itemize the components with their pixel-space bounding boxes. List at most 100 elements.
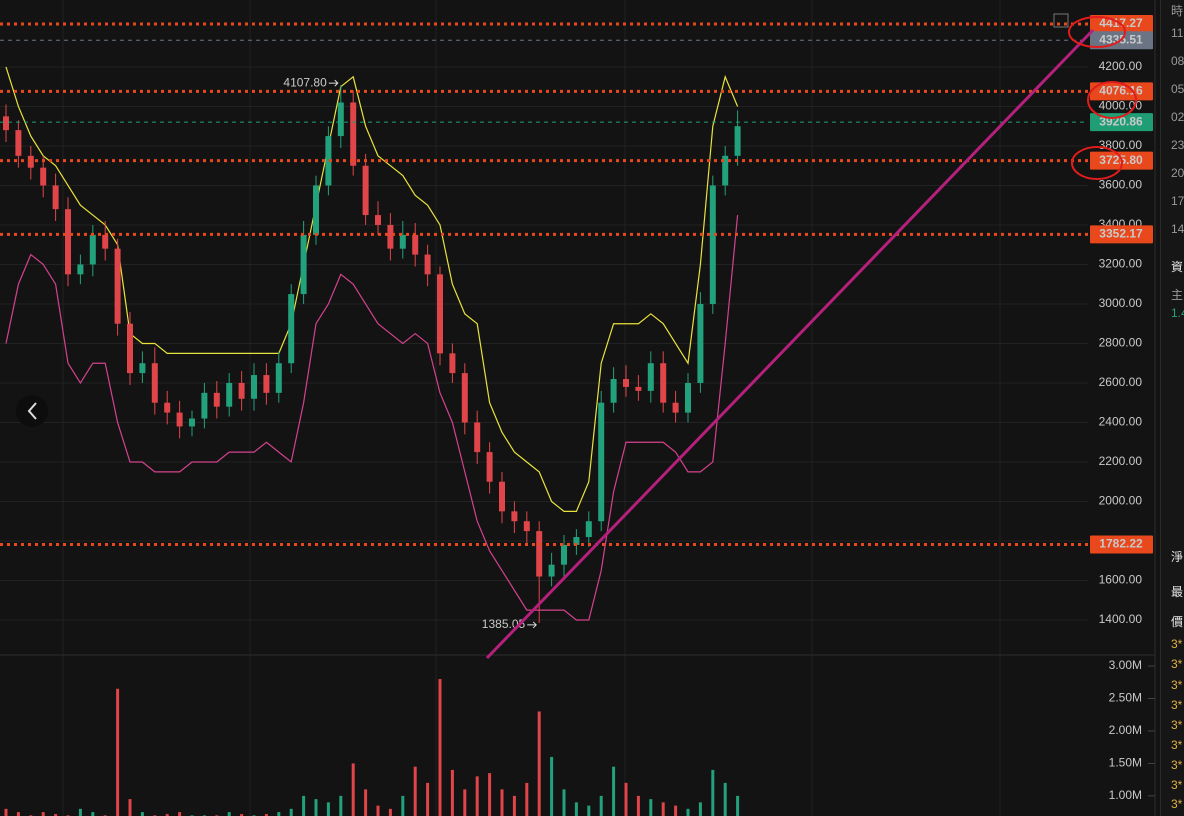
candle-body [201,392,208,419]
candle-body [77,264,84,275]
tool-icon[interactable] [1053,13,1069,28]
sidebar-text: 資 [1171,260,1184,274]
candle-body [263,375,270,393]
volume-bar [661,802,665,816]
volume-bar [314,799,318,816]
candle-body [412,234,419,255]
volume-bar [649,799,653,816]
candle-body [350,102,357,166]
candle-body [573,537,580,545]
candle-body [139,363,146,374]
volume-bar [686,808,690,816]
background [0,0,1160,816]
lower-band [5,215,739,621]
y-tick-label: 2400.00 [1099,415,1143,429]
highlight-ellipse [1071,146,1123,180]
vertical-grid [62,0,1001,816]
volume-bar [550,756,554,816]
volume-bar [500,789,504,816]
volume-bar [525,782,529,816]
volume-bar [54,814,58,816]
volume-bar [227,812,231,816]
candle-body [226,382,233,407]
sidebar-text: 05 [1171,82,1184,96]
volume-bar [16,812,20,816]
candle-body [722,155,729,186]
sidebar-text: 時 [1171,4,1184,18]
candle-body [685,382,691,413]
volume-bar [674,805,678,816]
sidebar-text: 3* [1171,738,1183,752]
volume-bar [426,782,430,816]
volume-bar [463,789,467,816]
volume-bar [512,795,516,816]
volume-bar [711,769,715,816]
sidebar-text: 3* [1171,797,1183,811]
volume-bar [4,808,8,816]
highlight-ellipse [1087,81,1137,119]
candle-body [52,185,59,210]
y-tick-label: 2000.00 [1099,494,1143,508]
volume-bar [264,814,268,816]
sidebar-text: 08 [1171,54,1184,68]
sidebar-text: 淨 [1171,550,1184,564]
candle-body [511,511,518,522]
sidebar-text: 3* [1171,758,1183,772]
candle-body [325,136,332,186]
highlight-ellipse [1068,16,1126,48]
candle-body [424,254,431,275]
volume-bar [450,769,454,816]
candle-body [3,116,9,131]
volume-bar [289,808,293,816]
y-tick-label: 3800.00 [1099,138,1143,152]
volume-bar [438,679,442,816]
sidebar-text: 3* [1171,698,1183,712]
volume-bar [537,711,541,816]
volume-bar [574,802,578,816]
volume-bar [78,808,82,816]
y-tick-label: 1400.00 [1099,612,1143,626]
candle-body [734,126,741,156]
candle-body [561,544,567,565]
volume-bar [351,763,355,816]
sidebar-text: 3* [1171,718,1183,732]
candle-body [89,234,96,265]
level-label: 3352.17 [1099,227,1143,241]
sidebar-text: 02 [1171,110,1184,124]
candle-body [300,234,307,295]
volume-bar [612,766,616,816]
sidebar-text: 17 [1171,194,1184,208]
volume-bar [339,795,343,816]
candle-body [176,412,183,427]
volume-tick-label: 3.00M [1109,658,1142,672]
volume-bar [140,812,144,816]
volume-bar [178,812,182,816]
candle-body [499,481,505,512]
volume-bar [91,812,95,816]
upper-band [5,66,739,512]
candle-body [623,379,629,387]
candle-body [437,274,443,354]
y-tick-label: 3000.00 [1099,296,1143,310]
volume-bar [401,795,405,816]
volume-bar [165,814,169,816]
candle-body [313,185,319,235]
level-label: 1782.22 [1099,537,1143,551]
candle-body [399,234,406,249]
nav-arrow [27,402,37,420]
volume-tick-label: 2.00M [1109,723,1142,737]
volume-tick-label: 1.50M [1109,756,1142,770]
y-tick-label: 4200.00 [1099,59,1143,73]
drawings [16,13,1137,660]
candle-body [337,102,344,137]
y-tick-label: 1600.00 [1099,573,1143,587]
candle-body [474,422,481,453]
volume-bar [240,814,244,816]
candle-body [15,130,22,156]
volume-bar [698,802,702,816]
sidebar-text: 23 [1171,138,1184,152]
nav-button[interactable] [16,395,48,427]
sidebar-text: 最 [1171,585,1184,599]
annotation-label: 4107.80 [283,75,327,89]
candle-body [164,402,171,413]
